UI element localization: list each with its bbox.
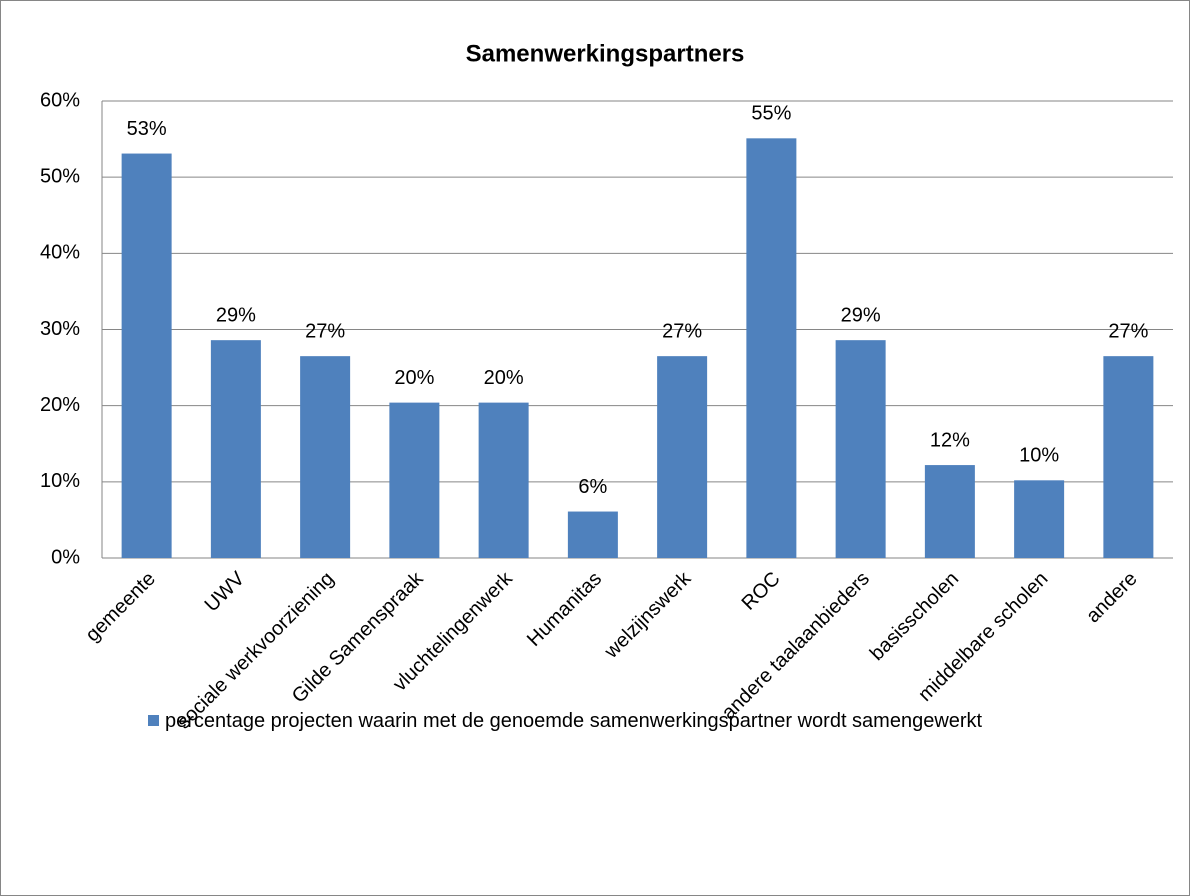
bar	[657, 356, 708, 558]
y-tick-label: 60%	[40, 89, 80, 111]
data-label: 29%	[841, 304, 881, 326]
legend: percentage projecten waarin met de genoe…	[148, 708, 1098, 734]
data-label: 27%	[662, 320, 702, 342]
legend-swatch	[148, 715, 159, 726]
y-tick-label: 20%	[40, 394, 80, 416]
data-label: 10%	[1019, 445, 1059, 467]
y-tick-label: 30%	[40, 318, 80, 340]
data-label: 27%	[1108, 320, 1148, 342]
bar	[1014, 480, 1065, 558]
legend-label: percentage projecten waarin met de genoe…	[165, 710, 983, 732]
y-tick-label: 10%	[40, 470, 80, 492]
bar	[835, 340, 886, 558]
data-label: 53%	[127, 118, 167, 140]
bar	[300, 356, 351, 558]
data-label: 27%	[305, 320, 345, 342]
y-tick-label: 50%	[40, 165, 80, 187]
data-label: 12%	[930, 429, 970, 451]
bar	[567, 511, 618, 558]
data-label: 6%	[578, 476, 607, 498]
chart-title: Samenwerkingspartners	[466, 40, 745, 67]
y-tick-label: 0%	[51, 546, 80, 568]
bar	[478, 402, 529, 558]
data-label: 20%	[394, 367, 434, 389]
data-label: 55%	[751, 103, 791, 125]
data-label: 20%	[484, 367, 524, 389]
bar	[746, 138, 797, 559]
bar	[389, 402, 440, 558]
bar	[1103, 356, 1154, 558]
bar	[121, 153, 172, 558]
bar	[210, 340, 261, 558]
y-tick-label: 40%	[40, 242, 80, 264]
data-label: 29%	[216, 304, 256, 326]
bar	[924, 465, 975, 558]
